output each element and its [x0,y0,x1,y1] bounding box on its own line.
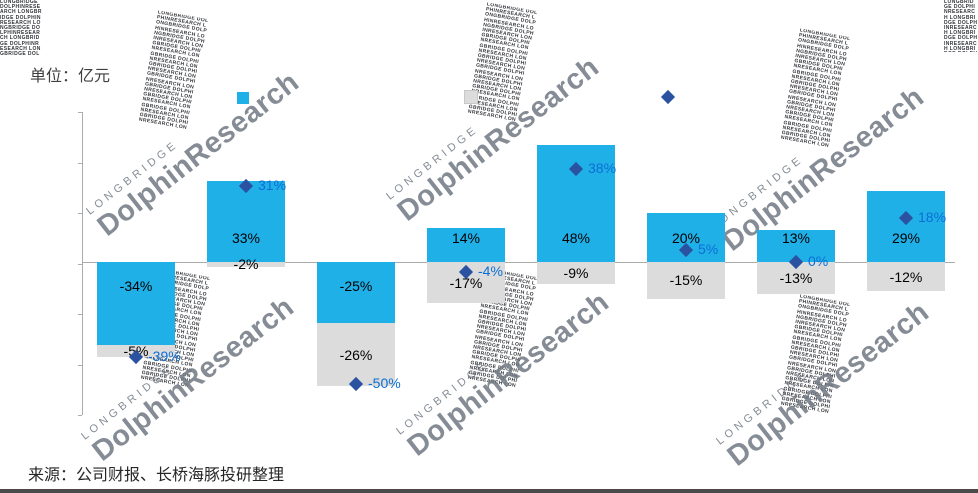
bar-value-label: 13% [781,230,811,246]
y-axis-tick [78,364,82,366]
bar-value-label: 20% [671,230,701,246]
y-axis-tick [78,415,82,416]
legend-marker-gray-square [464,90,478,104]
y-axis-tick [78,112,82,113]
bar-gray-segment [867,262,945,292]
source-label: 来源：公司财报、长桥海豚投研整理 [28,467,285,484]
y-axis-line [82,112,83,415]
bar-value-label: 33% [231,230,261,246]
diamond-value-label: 0% [808,253,829,269]
unit-label: 单位：亿元 [30,68,111,85]
bar-value-label: -15% [669,272,703,289]
bar-gray-segment [317,323,395,387]
bar-gray-segment [537,262,615,284]
bar-cyan-segment [317,262,395,323]
y-axis-tick [78,162,82,164]
diamond-value-label: -50% [368,375,401,391]
bar-value-label: -12% [889,268,923,285]
diamond-value-label: -39% [148,348,181,365]
watermark-dense-text: LONGBRIDGE DOLPHINRESEARCH LONGBRIDGE DO… [0,0,42,56]
bar-cyan-segment [207,181,285,262]
bar-cyan-segment [867,191,945,262]
bar-value-label: -2% [233,256,259,273]
bar-value-label: -34% [119,278,153,294]
bar-cyan-segment [427,227,505,262]
bar-value-label: -13% [779,269,813,286]
bar-gray-segment [647,262,725,299]
y-axis-tick [78,314,82,315]
bar-value-label: 14% [451,230,481,246]
legend-marker-cyan-square [237,92,249,104]
diamond-value-label: 31% [258,177,287,194]
diamond-value-label: 5% [698,240,719,257]
plot-area: -34%-5%-39%33%-2%31%-25%-26%-50%14%-17%-… [78,112,957,416]
diamond-value-label: -4% [478,262,503,279]
y-axis-tick [78,213,82,214]
bar-value-label: -25% [339,278,373,294]
watermark-dense-text: LONGBRIDGE DOLPHINRESEARCH LONGBRIDGE DO… [944,0,978,52]
y-axis-tick [78,263,82,265]
bar-gray-segment [207,262,285,267]
bar-cyan-segment [97,262,175,345]
bar-value-label: 48% [561,230,591,246]
bar-value-label: -17% [449,274,483,291]
bar-value-label: -9% [563,264,589,281]
bar-value-label: 29% [891,230,921,246]
watermark-dense-text: LONGBRIDGE DOLPHINRESEARCH LONGBRIDGE DO… [467,2,538,122]
x-axis-line [82,262,955,263]
bottom-border [0,489,978,493]
diamond-value-label: 18% [918,209,947,226]
legend-marker-blue-diamond [660,89,676,105]
diamond-value-label: 38% [588,160,617,177]
bar-value-label: -26% [339,346,373,363]
